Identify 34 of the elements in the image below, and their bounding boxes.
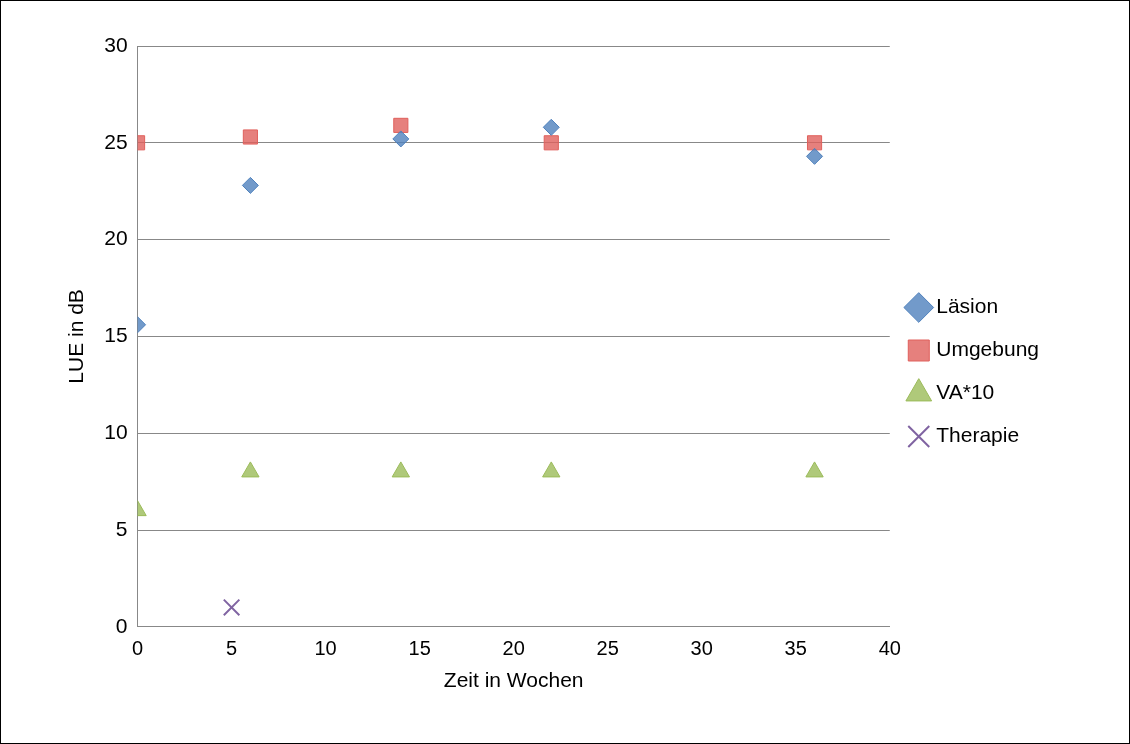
x-tick-label: 5 (226, 637, 238, 660)
point (806, 135, 823, 151)
x-tick-label: 0 (132, 637, 144, 660)
y-tick-label: 5 (115, 516, 128, 540)
point (542, 118, 560, 136)
point (806, 147, 824, 165)
y-tick-label: 30 (104, 32, 128, 56)
point (542, 461, 561, 478)
x-tick-label: 25 (596, 637, 619, 660)
x-tick-label: 20 (502, 637, 525, 660)
point (242, 129, 258, 145)
point (241, 461, 260, 478)
x-axis-title: Zeit in Wochen (443, 668, 584, 692)
x-tick-label: 15 (408, 637, 431, 660)
legend-label: VA*10 (936, 380, 995, 404)
y-tick-label: 15 (104, 323, 128, 347)
point (241, 176, 259, 194)
y-tick-label: 25 (104, 129, 128, 153)
y-axis-title: LUE in dB (64, 289, 88, 384)
point (805, 461, 824, 478)
legend-label: Therapie (936, 423, 1020, 447)
y-tick-label: 0 (115, 613, 128, 637)
legend-label: Umgebung (936, 337, 1039, 361)
point (393, 117, 409, 133)
y-tick-label: 10 (104, 420, 128, 443)
x-tick-label: 40 (878, 637, 901, 660)
point (391, 461, 410, 478)
point (543, 135, 559, 151)
x-tick-label: 30 (690, 637, 713, 660)
point (392, 130, 410, 148)
legend-label: Läsion (936, 294, 999, 318)
x-tick-label: 10 (314, 637, 337, 660)
x-tick-label: 35 (784, 637, 807, 660)
y-tick-label: 20 (104, 226, 128, 250)
